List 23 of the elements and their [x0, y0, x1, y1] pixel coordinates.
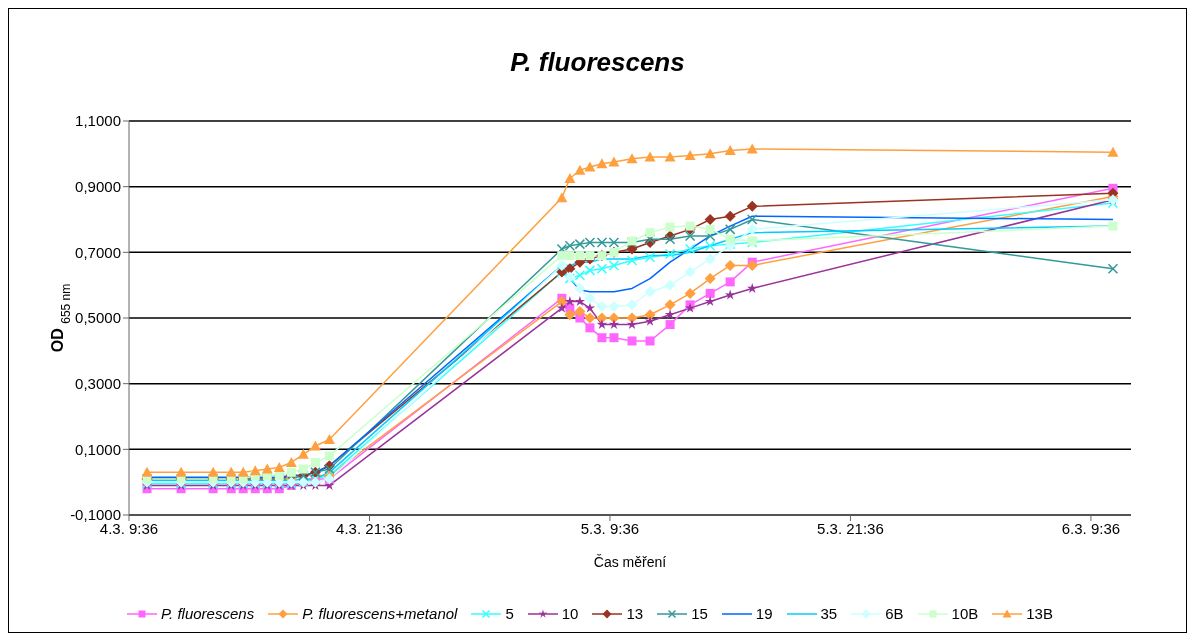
legend-label: P. fluorescens+metanol	[302, 605, 458, 622]
x-tick-label: 5.3. 9:36	[580, 519, 640, 537]
legend-label: 15	[691, 605, 708, 622]
y-tick-label: 0,1000	[75, 440, 121, 458]
y-tick-label: 0,7000	[75, 243, 121, 261]
x-axis-title: Čas měření	[593, 554, 667, 570]
y-tick-label: 0,9000	[75, 177, 121, 195]
legend-label: 19	[755, 605, 773, 622]
legend-label: 5	[505, 605, 514, 622]
legend-label: 10	[561, 605, 579, 622]
legend-label: 6B	[885, 605, 904, 622]
x-tick-label: 5.3. 21:36	[817, 519, 884, 537]
legend-label: 13B	[1026, 605, 1053, 622]
legend-label: 35	[820, 605, 838, 622]
y-tick-label: 0,3000	[75, 374, 121, 392]
legend-label: 10B	[951, 605, 979, 622]
y-tick-label: 1,1000	[75, 112, 121, 130]
chart-title: P. fluorescens	[509, 47, 686, 78]
legend-label: P. fluorescens	[161, 605, 255, 622]
x-tick-label: 4.3. 21:36	[336, 519, 403, 537]
legend-label: 13	[626, 605, 644, 622]
y-tick-label: 0,5000	[75, 309, 121, 327]
x-tick-label: 6.3. 9:36	[1061, 519, 1121, 537]
